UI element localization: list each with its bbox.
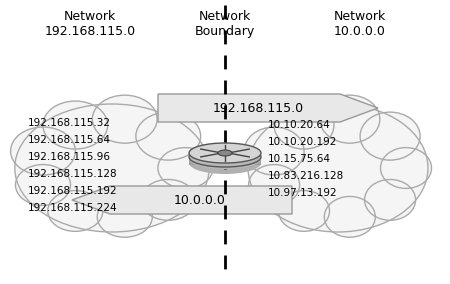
Ellipse shape [136,112,201,160]
Ellipse shape [279,191,329,231]
Ellipse shape [92,95,157,143]
Text: 192.168.115.224: 192.168.115.224 [28,203,117,213]
Ellipse shape [158,148,213,188]
Ellipse shape [274,101,334,149]
Text: 192.168.115.96: 192.168.115.96 [28,152,111,162]
Ellipse shape [324,197,375,237]
Ellipse shape [97,197,152,237]
Text: 10.97.13.192: 10.97.13.192 [268,188,338,198]
Text: 192.168.115.0: 192.168.115.0 [212,101,304,114]
Ellipse shape [15,104,209,232]
Ellipse shape [43,101,108,149]
Text: 10.0.0.0: 10.0.0.0 [174,193,226,206]
Text: 10.15.75.64: 10.15.75.64 [268,154,331,164]
Ellipse shape [360,112,420,160]
Ellipse shape [11,127,76,175]
FancyArrow shape [72,186,292,214]
Ellipse shape [189,149,261,169]
Ellipse shape [141,179,196,220]
Ellipse shape [218,150,232,156]
Ellipse shape [189,147,261,167]
Ellipse shape [189,143,261,163]
Text: 192.168.115.32: 192.168.115.32 [28,118,111,128]
Text: 10.83.216.128: 10.83.216.128 [268,171,344,181]
Text: 192.168.115.192: 192.168.115.192 [28,186,117,196]
Ellipse shape [320,95,380,143]
Ellipse shape [189,152,261,174]
Text: Network
Boundary: Network Boundary [195,10,255,38]
Ellipse shape [244,127,304,175]
FancyArrow shape [158,94,378,122]
Ellipse shape [48,191,103,231]
Text: Network
192.168.115.0: Network 192.168.115.0 [45,10,135,38]
Text: 192.168.115.64: 192.168.115.64 [28,135,111,145]
Ellipse shape [248,164,300,205]
Text: 10.10.20.64: 10.10.20.64 [268,120,331,130]
Ellipse shape [364,179,416,220]
Ellipse shape [189,145,261,165]
Text: 10.10.20.192: 10.10.20.192 [268,137,338,147]
Ellipse shape [15,164,71,205]
Ellipse shape [381,148,432,188]
Text: Network
10.0.0.0: Network 10.0.0.0 [334,10,386,38]
Ellipse shape [248,104,428,232]
Text: 192.168.115.128: 192.168.115.128 [28,169,117,179]
FancyBboxPatch shape [189,157,261,165]
